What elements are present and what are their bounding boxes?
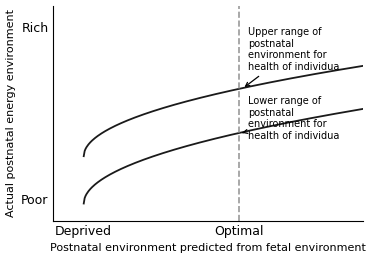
- Y-axis label: Actual postnatal energy environment: Actual postnatal energy environment: [6, 9, 15, 217]
- X-axis label: Postnatal environment predicted from fetal environment: Postnatal environment predicted from fet…: [50, 243, 366, 254]
- Text: Upper range of
postnatal
environment for
health of individua: Upper range of postnatal environment for…: [245, 27, 340, 86]
- Text: Lower range of
postnatal
environment for
health of individua: Lower range of postnatal environment for…: [243, 96, 340, 141]
